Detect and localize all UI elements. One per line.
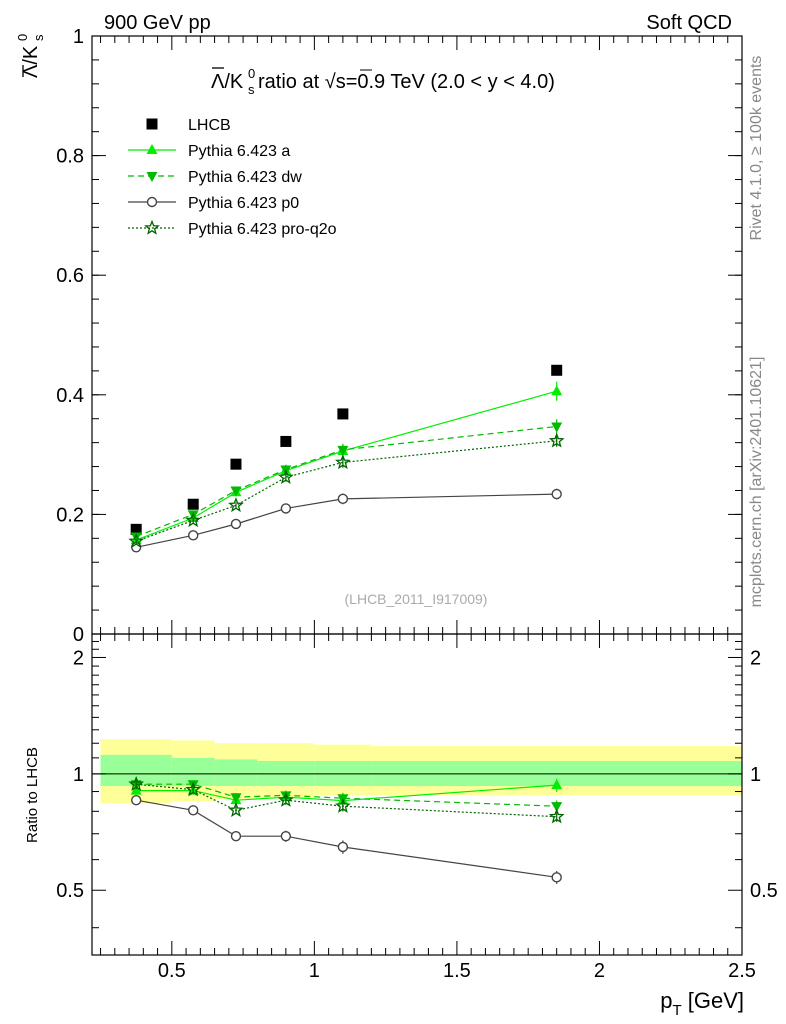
ratio-tick-label-left-2: 2 — [73, 647, 84, 669]
x-tick-label-4: 2.5 — [728, 960, 756, 982]
y-tick-label-0: 0 — [73, 624, 84, 646]
legend-marker-1 — [146, 144, 158, 154]
legend-label-3: Pythia 6.423 p0 — [188, 195, 299, 212]
header-collision-label: 900 GeV pp — [104, 12, 211, 34]
svg-text:0: 0 — [15, 34, 30, 41]
legend-marker-2 — [146, 172, 158, 182]
data-point-lhcb-1 — [187, 498, 199, 510]
legend-label-0: LHCB — [188, 117, 231, 134]
ratio-point-2-5 — [551, 802, 563, 813]
ratio-point-3-2 — [230, 830, 242, 842]
series-point-4-3 — [277, 469, 294, 485]
ratio-line-4 — [136, 783, 557, 818]
y-tick-label-5: 1 — [73, 26, 84, 48]
svg-text:0: 0 — [248, 66, 255, 81]
ratio-line-3 — [136, 799, 557, 878]
series-line-3 — [136, 493, 557, 548]
x-tick-label-0: 0.5 — [158, 960, 186, 982]
series-point-3-3 — [280, 503, 292, 514]
series-point-4-5 — [548, 432, 565, 448]
series-point-2-4 — [337, 445, 349, 456]
ratio-tick-label-right-2: 2 — [750, 647, 761, 669]
analysis-id-label: (LHCB_2011_I917009) — [345, 591, 488, 607]
data-point-lhcb-0 — [130, 523, 142, 535]
legend-label-4: Pythia 6.423 pro-q2o — [188, 221, 337, 238]
legend-label-2: Pythia 6.423 dw — [188, 169, 302, 186]
data-point-lhcb-3 — [280, 435, 292, 447]
svg-text:Λ/K: Λ/K — [211, 71, 244, 93]
series-point-3-1 — [188, 530, 199, 541]
legend: LHCB Pythia 6.423 a Pythia 6.423 dw Pythia … — [128, 117, 337, 238]
rivet-version-label: Rivet 4.1.0, ≥ 100k events — [748, 56, 765, 241]
ratio-band-inner-2 — [214, 759, 258, 787]
x-axis-label: pT [GeV] — [660, 988, 744, 1019]
series-point-3-4 — [337, 493, 349, 505]
x-tick-label-3: 2 — [594, 960, 605, 982]
series-point-3-5 — [551, 488, 562, 500]
main-panel: 0 0.2 0.4 0.6 0.8 1 — [56, 26, 743, 646]
series-point-1-5 — [551, 385, 563, 396]
ratio-point-3-1 — [188, 805, 199, 816]
series-line-1 — [135, 390, 557, 541]
y-tick-label-3: 0.6 — [56, 265, 84, 287]
data-point-lhcb-4 — [337, 408, 349, 420]
ratio-point-3-0 — [130, 794, 142, 806]
mcplots-label: mcplots.cern.ch [arXiv:2401.10621] — [748, 357, 765, 608]
header-category-label: Soft QCD — [646, 12, 732, 34]
ratio-point-4-2 — [228, 801, 244, 817]
x-tick-label-2: 1.5 — [443, 960, 471, 982]
series-point-3-2 — [230, 518, 242, 530]
y-tick-label-1: 0.2 — [56, 504, 84, 526]
series-point-2-0 — [130, 532, 142, 543]
ratio-point-4-1 — [185, 781, 202, 797]
ratio-tick-label-left-0: 0.5 — [56, 880, 84, 902]
ratio-y-axis-label: Ratio to LHCB — [24, 747, 41, 843]
ratio-point-2-2 — [230, 793, 242, 804]
ratio-point-3-4 — [337, 841, 349, 853]
series-point-4-4 — [334, 454, 351, 470]
svg-text:s: s — [31, 34, 46, 41]
ratio-point-3-5 — [551, 872, 562, 883]
ratio-point-2-1 — [187, 780, 199, 791]
x-tick-label-1: 1 — [309, 960, 320, 982]
series-line-2 — [135, 425, 557, 538]
series-point-4-0 — [128, 533, 145, 549]
ratio-point-4-0 — [128, 775, 145, 791]
ratio-point-3-3 — [280, 830, 292, 842]
ratio-point-4-4 — [334, 797, 351, 813]
svg-text:s: s — [248, 82, 255, 97]
y-tick-label-2: 0.4 — [56, 385, 84, 407]
svg-text:Λ/K: Λ/K — [20, 45, 42, 78]
legend-marker-0 — [146, 118, 158, 130]
ratio-panel: 0.5 1 1.5 2 2.5 0.5 0.5 1 1 2 2 — [56, 633, 778, 982]
y-tick-label-4: 0.8 — [56, 146, 84, 168]
y-axis-label: Λ/K 0 s — [15, 34, 46, 78]
data-point-lhcb-2 — [230, 458, 242, 470]
ratio-tick-label-left-1: 1 — [73, 764, 84, 786]
legend-label-1: Pythia 6.423 a — [188, 143, 290, 160]
series-line-4 — [135, 440, 557, 542]
ratio-frame — [91, 633, 743, 956]
ratio-line-2 — [136, 783, 557, 807]
ratio-tick-label-right-1: 1 — [750, 764, 761, 786]
series-point-2-5 — [551, 422, 563, 433]
ratio-point-1-5 — [551, 779, 563, 790]
series-point-2-2 — [230, 486, 242, 497]
chart-title: Λ/K 0 s ratio at √s=0.9 TeV (2.0 < y < 4… — [211, 66, 555, 97]
ratio-point-4-5 — [548, 808, 565, 824]
title-text: ratio at √s=0.9 TeV (2.0 < y < 4.0) — [258, 71, 555, 93]
ratio-point-4-3 — [277, 791, 294, 807]
ratio-line-1 — [136, 784, 557, 802]
ratio-tick-label-right-0: 0.5 — [750, 880, 778, 902]
series-point-4-1 — [185, 512, 202, 528]
series-point-4-2 — [228, 497, 244, 513]
legend-marker-3 — [146, 196, 158, 208]
data-point-lhcb-5 — [551, 364, 563, 376]
legend-marker-4 — [144, 219, 160, 235]
